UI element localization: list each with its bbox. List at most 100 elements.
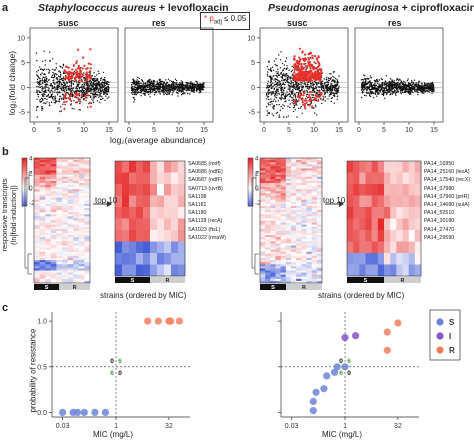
ma-point-sa-res bbox=[174, 88, 176, 91]
ma-point-pa-res bbox=[430, 82, 432, 85]
ma-point-pa-susc bbox=[330, 97, 333, 100]
sa-all-cell bbox=[84, 253, 91, 257]
ma-point-sa-res bbox=[189, 87, 192, 89]
ma-point-sa-susc bbox=[37, 81, 39, 84]
sa-top10-cell bbox=[143, 264, 151, 277]
sa-top10-cell bbox=[115, 172, 123, 185]
sa-all-cell bbox=[45, 183, 52, 186]
ma-point-pa-res bbox=[362, 78, 364, 81]
ma-point-sa-res bbox=[181, 90, 183, 93]
ma-point-sa-susc bbox=[46, 84, 48, 86]
ma-point-pa-susc bbox=[270, 70, 273, 73]
ma-point-sa-susc bbox=[88, 89, 90, 91]
ma-point-sa-susc bbox=[58, 100, 61, 103]
ma-point-sa-susc bbox=[73, 70, 76, 73]
sa-all-cell bbox=[45, 262, 52, 265]
ma-point-sa-susc bbox=[79, 90, 81, 92]
pa-all-cell bbox=[316, 172, 323, 175]
ma-point-pa-susc bbox=[273, 79, 275, 81]
sa-all-cell bbox=[73, 172, 80, 175]
sa-all-cell bbox=[34, 160, 40, 163]
ma-point-pa-susc bbox=[282, 107, 284, 110]
ma-point-sa-susc bbox=[59, 71, 61, 73]
sa-top10-cell bbox=[171, 172, 179, 185]
sa-all-cell bbox=[62, 158, 68, 161]
sa-all-cell bbox=[84, 251, 91, 255]
ma-sig-point-pa-susc bbox=[293, 58, 296, 62]
sa-top10-cell bbox=[171, 264, 179, 277]
ma-point-sa-res bbox=[196, 84, 198, 86]
ma-point-pa-res bbox=[382, 87, 384, 89]
ma-point-sa-res bbox=[147, 88, 149, 91]
ma-point-sa-res bbox=[198, 91, 200, 94]
ma-point-pa-susc bbox=[328, 79, 330, 82]
ma-point-pa-susc bbox=[295, 81, 297, 84]
ma-point-pa-res bbox=[431, 82, 433, 85]
sa-all-cell bbox=[34, 245, 40, 248]
ma-point-sa-susc bbox=[91, 98, 93, 100]
ma-point-sa-susc bbox=[65, 85, 68, 88]
ma-point-pa-res bbox=[421, 86, 424, 88]
ma-point-sa-susc bbox=[62, 84, 65, 87]
ma-point-pa-susc bbox=[313, 107, 315, 109]
sa-all-cell bbox=[45, 180, 52, 184]
ma-point-sa-susc bbox=[36, 81, 38, 83]
ma-point-sa-res bbox=[149, 79, 151, 81]
sa-all-cell bbox=[34, 249, 40, 253]
ma-point-sa-susc bbox=[89, 84, 91, 87]
ma-point-pa-res bbox=[399, 79, 401, 81]
ma-point-sa-susc bbox=[48, 102, 50, 104]
sa-all-cell bbox=[45, 201, 52, 205]
sa-all-cell bbox=[84, 203, 91, 207]
sa-all-cell bbox=[78, 247, 85, 250]
ma-point-sa-res bbox=[133, 86, 135, 88]
pa-all-cell bbox=[306, 158, 312, 161]
ma-point-sa-susc bbox=[42, 86, 44, 89]
sa-all-cell bbox=[45, 203, 52, 207]
ma-point-pa-susc bbox=[338, 75, 340, 77]
ma-point-sa-res bbox=[143, 82, 145, 85]
sa-all-cell bbox=[39, 201, 46, 205]
ma-point-sa-res bbox=[187, 92, 189, 95]
ma-point-sa-res bbox=[176, 88, 178, 90]
sa-top10-cell bbox=[178, 161, 186, 173]
ma-point-pa-susc bbox=[282, 82, 285, 84]
sa-all-cell bbox=[73, 251, 80, 255]
ma-point-sa-res bbox=[172, 84, 175, 86]
sa-top10-cell bbox=[157, 253, 165, 265]
ma-point-pa-susc bbox=[270, 79, 272, 82]
sa-all-cell bbox=[45, 214, 52, 217]
sa-all-cell bbox=[56, 237, 63, 240]
ma-point-pa-res bbox=[407, 78, 409, 80]
sa-all-cell bbox=[67, 205, 74, 209]
ma-sig-point-sa-susc bbox=[77, 66, 80, 70]
sa-all-cell bbox=[73, 255, 80, 259]
ma-point-pa-res bbox=[422, 87, 425, 89]
sa-top10-cell bbox=[157, 195, 165, 208]
ma-point-sa-res bbox=[163, 88, 165, 90]
ma-point-sa-susc bbox=[50, 84, 52, 87]
ma-point-pa-susc bbox=[297, 86, 299, 88]
ma-sig-point-pa-susc bbox=[306, 79, 309, 82]
sa-all-cell bbox=[78, 208, 85, 211]
ma-point-pa-susc bbox=[266, 94, 268, 97]
ma-point-pa-res bbox=[418, 84, 420, 86]
ma-point-sa-res bbox=[159, 90, 161, 93]
ma-point-pa-susc bbox=[326, 79, 328, 81]
ma-point-sa-res bbox=[199, 84, 202, 87]
ma-point-pa-res bbox=[395, 79, 398, 81]
ma-point-sa-susc bbox=[99, 101, 101, 104]
sa-all-cell bbox=[34, 280, 40, 284]
ma-point-pa-res bbox=[372, 84, 375, 86]
ma-point-pa-res bbox=[365, 81, 367, 83]
sa-top10-cell bbox=[150, 264, 158, 277]
ma-point-pa-susc bbox=[314, 104, 317, 107]
sa-all-cell bbox=[62, 162, 68, 165]
ma-sig-point-pa-susc bbox=[305, 99, 308, 102]
ma-point-sa-res bbox=[169, 89, 171, 91]
ma-sig-point-pa-susc bbox=[309, 56, 312, 59]
ma-sig-point-pa-susc bbox=[318, 74, 321, 77]
ma-point-sa-susc bbox=[83, 92, 86, 94]
sa-all-cell bbox=[78, 251, 85, 255]
ma-point-sa-susc bbox=[81, 84, 84, 86]
